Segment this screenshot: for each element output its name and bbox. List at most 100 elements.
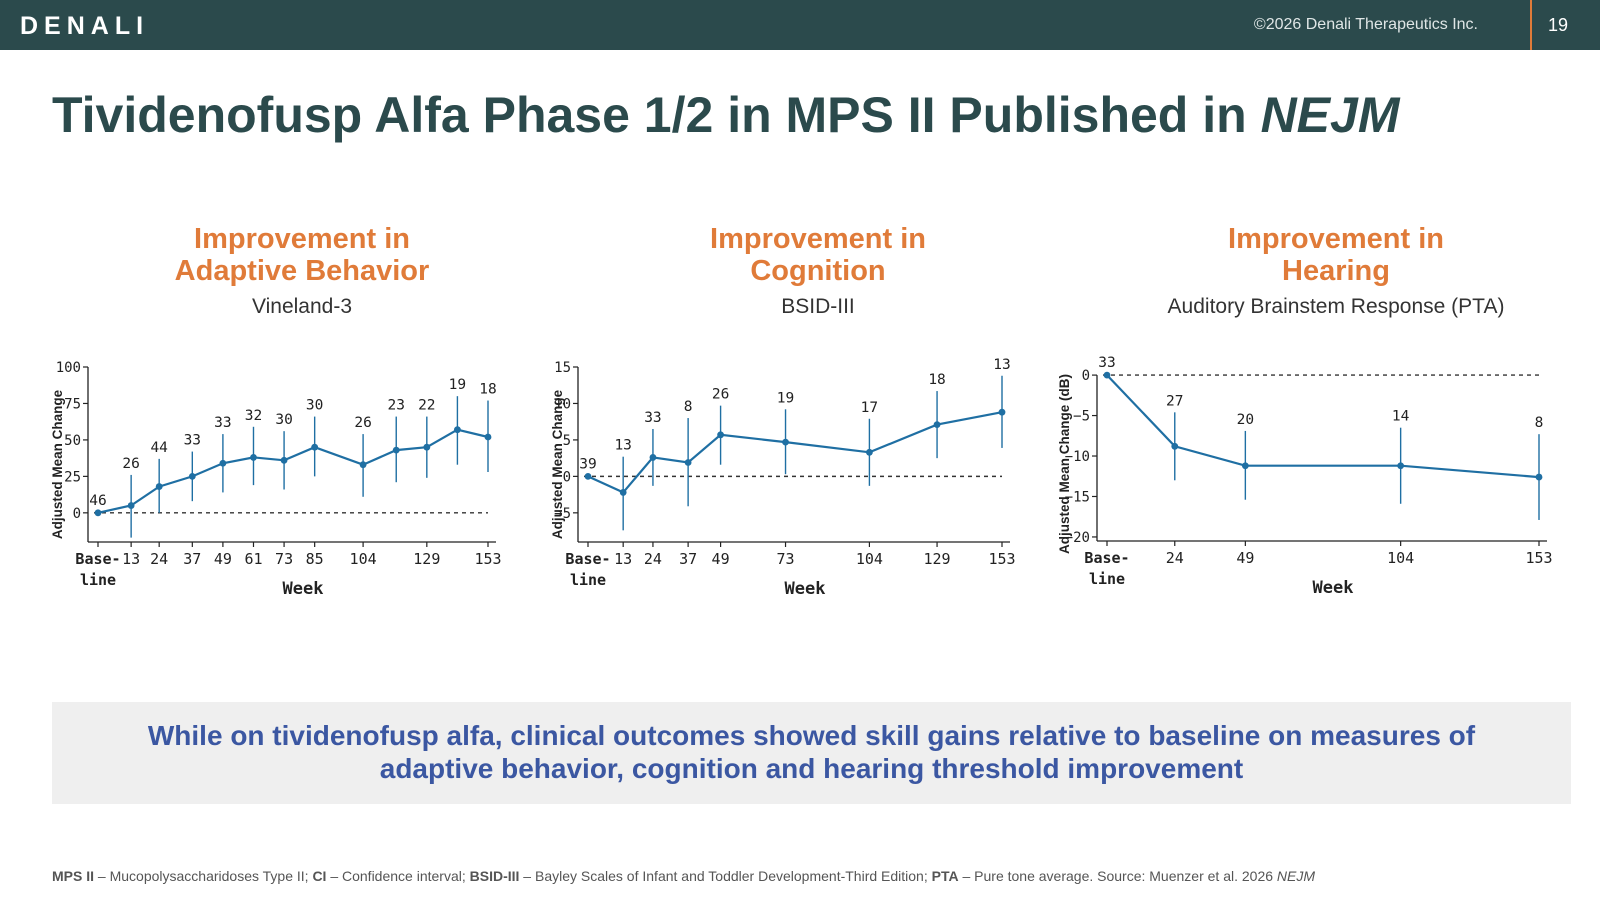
y-tick-label: 0: [563, 469, 571, 485]
footnote-abbr: PTA: [931, 868, 959, 884]
data-point: [1535, 473, 1543, 481]
data-point: [423, 443, 431, 451]
n-label: 8: [684, 399, 693, 415]
n-label: 27: [1166, 393, 1183, 409]
panel-header-adaptive: Improvement in Adaptive Behavior Vineland…: [82, 223, 522, 319]
n-label: 19: [449, 377, 466, 393]
x-tick-label: Base-: [75, 550, 120, 568]
panel-title-line1: Improvement in: [710, 223, 926, 255]
y-tick-label: −5: [1073, 409, 1090, 425]
panel-header-hearing: Improvement in Hearing Auditory Brainstem…: [1116, 223, 1556, 319]
footnote: MPS II – Mucopolysaccharidoses Type II; …: [52, 868, 1315, 884]
x-tick-label: line: [570, 571, 606, 589]
n-label: 13: [614, 438, 631, 454]
footnote-source-journal: NEJM: [1276, 868, 1316, 884]
x-tick-label: 37: [679, 550, 697, 568]
n-label: 14: [1392, 409, 1410, 425]
data-point: [250, 454, 257, 461]
n-label: 44: [150, 440, 168, 456]
n-label: 18: [928, 372, 945, 388]
y-tick-label: 100: [56, 360, 81, 376]
n-label: 13: [993, 357, 1010, 373]
n-label: 39: [579, 456, 596, 472]
panel-header-cognition: Improvement in Cognition BSID-III: [598, 223, 1038, 319]
x-tick-label: 24: [644, 550, 662, 568]
copyright-text: ©2026 Denali Therapeutics Inc.: [1253, 16, 1478, 33]
header-bar: DENALI ©2026 Denali Therapeutics Inc. 19: [0, 0, 1600, 50]
x-tick-label: 129: [413, 550, 440, 568]
data-point: [94, 509, 102, 517]
n-label: 30: [306, 398, 323, 414]
footnote-def: – Pure tone average. Source: Muenzer et …: [958, 868, 1277, 884]
panel-title-line2: Hearing: [1282, 255, 1390, 287]
x-axis-title: Week: [283, 579, 324, 599]
panel-subtitle: Vineland-3: [251, 295, 353, 318]
n-label: 26: [712, 387, 729, 403]
chart-cognition: −5 0 5 10 15 Base-line 13 24 37 49 73 104 129 153 Adju…: [550, 357, 1016, 599]
x-tick-label: line: [1089, 570, 1125, 588]
footnote-def: – Bayley Scales of Infant and Toddler De…: [519, 868, 932, 884]
data-point: [933, 421, 941, 429]
n-label: 32: [245, 408, 262, 424]
footnote-def: – Confidence interval;: [326, 868, 470, 884]
panel-title-line2: Cognition: [750, 255, 886, 287]
y-tick-label: 25: [64, 469, 81, 485]
x-tick-label: 73: [275, 550, 293, 568]
n-label: 23: [388, 398, 405, 414]
n-label: 22: [418, 398, 435, 414]
data-point: [1397, 462, 1405, 470]
y-tick-label: 0: [1082, 368, 1090, 384]
n-label: 33: [1098, 355, 1115, 371]
y-tick-label: −15: [1065, 489, 1090, 505]
x-tick-label: 104: [1387, 549, 1414, 567]
y-axis-title: Adjusted Mean Change: [50, 389, 65, 539]
panel-subtitle: Auditory Brainstem Response (PTA): [1167, 295, 1505, 318]
data-point: [1241, 462, 1249, 470]
y-axis-title: Adjusted Mean Change: [550, 389, 565, 539]
y-axis-title: Adjusted Mean Change (dB): [1057, 374, 1072, 554]
x-tick-label: 24: [1166, 549, 1184, 567]
data-point: [684, 459, 692, 466]
x-tick-label: Base-: [1084, 549, 1129, 567]
summary-banner: While on tividenofusp alfa, clinical out…: [52, 702, 1571, 804]
data-point: [454, 426, 461, 434]
panel-subtitle: BSID-III: [781, 295, 855, 318]
x-tick-label: 13: [122, 550, 140, 568]
data-point: [584, 472, 592, 480]
data-point: [1171, 442, 1179, 450]
x-tick-label: 49: [712, 550, 730, 568]
title-main: Tividenofusp Alfa Phase 1/2 in MPS II Pu…: [52, 87, 1261, 143]
y-tick-label: −10: [1065, 449, 1090, 465]
y-tick-label: 50: [64, 433, 81, 449]
denali-logo: DENALI: [20, 13, 145, 37]
panel-title-line1: Improvement in: [1228, 223, 1444, 255]
data-point: [998, 408, 1006, 416]
x-tick-label: 49: [214, 550, 232, 568]
n-label: 26: [122, 456, 139, 472]
data-point: [619, 489, 627, 496]
x-tick-label: 85: [306, 550, 324, 568]
data-point: [155, 483, 163, 490]
n-label: 33: [644, 410, 661, 426]
data-point: [717, 431, 724, 439]
n-label: 17: [861, 400, 878, 416]
x-tick-label: 153: [988, 550, 1015, 568]
banner-line1: While on tividenofusp alfa, clinical out…: [147, 720, 1476, 751]
x-tick-label: Base-: [565, 550, 610, 568]
chart-adaptive-behavior: 0 25 50 75 100 Base-line 13 24 37 49 61 73 85 104 129 1…: [50, 360, 502, 599]
data-point: [219, 459, 227, 467]
panel-title-line2: Adaptive Behavior: [174, 255, 430, 287]
x-tick-label: 104: [856, 550, 883, 568]
x-tick-label: 153: [474, 550, 501, 568]
data-point: [188, 472, 196, 480]
n-label: 30: [275, 412, 292, 428]
series-line: [1106, 374, 1540, 479]
x-tick-label: 61: [244, 550, 262, 568]
data-point: [649, 454, 657, 461]
n-label: 26: [354, 415, 371, 431]
footnote-def: – Mucopolysaccharidoses Type II;: [94, 868, 313, 884]
x-tick-label: 24: [150, 550, 168, 568]
y-tick-label: 5: [563, 433, 571, 449]
logo-text: DENALI: [20, 13, 145, 37]
n-label: 18: [479, 382, 496, 398]
